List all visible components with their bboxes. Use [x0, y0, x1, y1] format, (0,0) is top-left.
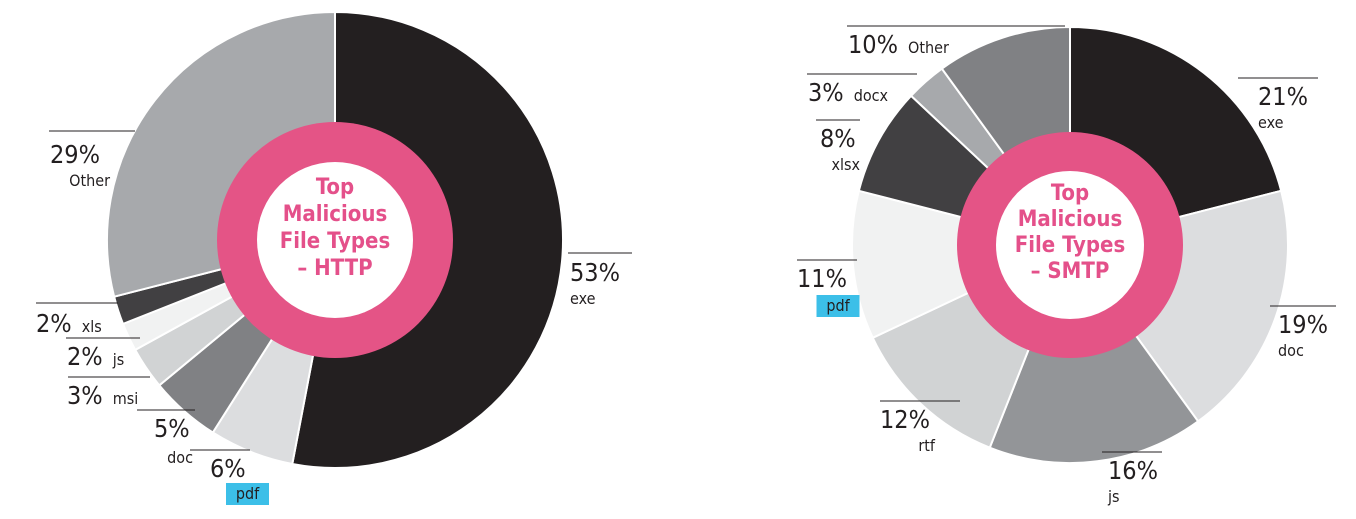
slice-percent-doc: 5%: [154, 414, 190, 443]
slice-label-exe: exe: [1258, 113, 1284, 132]
slice-percent-exe: 21%: [1258, 82, 1308, 111]
slice-percent-pdf: 6%: [210, 454, 246, 483]
slice-label-xls: xls: [82, 317, 102, 336]
slice-percent-pdf: 11%: [797, 264, 847, 293]
slice-label-pdf: pdf: [236, 484, 260, 503]
chart-title-line: – HTTP: [297, 256, 372, 281]
slice-percent-other: 10%: [848, 30, 898, 59]
slice-percent-exe: 53%: [570, 258, 620, 287]
slice-label-doc: doc: [167, 448, 193, 467]
chart-title-line: Malicious: [1018, 207, 1123, 232]
slice-percent-xlsx: 8%: [820, 124, 856, 153]
slice-label-js: js: [112, 350, 125, 369]
chart-title-line: Top: [1051, 181, 1089, 206]
slice-label-doc: doc: [1278, 341, 1304, 360]
slice-percent-docx: 3%: [808, 78, 844, 107]
slice-label-other: Other: [908, 38, 949, 57]
center-hole: [996, 171, 1144, 319]
highlight-badge: [816, 295, 860, 317]
slice-label-msi: msi: [113, 389, 139, 408]
slice-label-rtf: rtf: [918, 436, 936, 455]
slice-label-other: Other: [69, 171, 110, 190]
slice-percent-msi: 3%: [67, 381, 103, 410]
slice-percent-js: 16%: [1108, 456, 1158, 485]
slice-label-xlsx: xlsx: [831, 155, 860, 174]
center-hole: [257, 162, 413, 318]
slice-percent-xls: 2%: [36, 309, 72, 338]
slice-percent-rtf: 12%: [880, 405, 930, 434]
slice-label-js: js: [1107, 487, 1120, 506]
slice-label-exe: exe: [570, 289, 596, 308]
chart-title-line: Top: [316, 175, 354, 200]
slice-percent-doc: 19%: [1278, 310, 1328, 339]
slice-label-docx: docx: [854, 86, 889, 105]
slice-percent-js: 2%: [67, 342, 103, 371]
chart-title-line: File Types: [1015, 233, 1126, 258]
chart-title-line: – SMTP: [1031, 259, 1110, 284]
slice-percent-other: 29%: [50, 140, 100, 169]
slice-label-pdf: pdf: [826, 296, 850, 315]
chart-title-line: Malicious: [283, 202, 388, 227]
highlight-badge: [226, 483, 269, 505]
chart-title-line: File Types: [280, 229, 391, 254]
